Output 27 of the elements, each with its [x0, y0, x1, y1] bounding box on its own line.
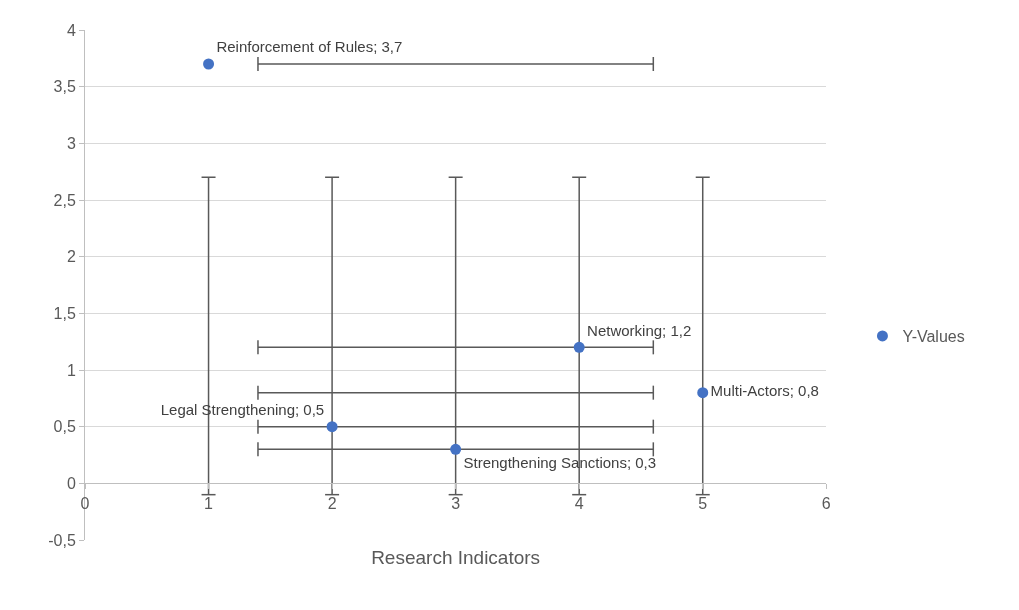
- x-tick-label: 6: [821, 494, 831, 512]
- y-tick-label: 3,5: [53, 78, 76, 96]
- y-tick-label: 3: [66, 134, 76, 152]
- point: [203, 58, 215, 70]
- y-tick-label: 0,5: [53, 418, 76, 436]
- x-tick-label: 1: [204, 494, 214, 512]
- y-tick-label: 1: [66, 361, 76, 379]
- point: [697, 387, 709, 399]
- data-label: Networking; 1,2: [587, 321, 692, 339]
- legend-label: Y-Values: [902, 328, 965, 346]
- x-tick-label: 0: [80, 494, 90, 512]
- point: [450, 443, 462, 455]
- y-tick-label: 4: [66, 21, 76, 39]
- y-tick-label: 2: [66, 248, 76, 266]
- x-tick-label: 5: [698, 494, 708, 512]
- y-tick-label: -0,5: [48, 531, 76, 549]
- x-axis-title: Research Indicators: [371, 547, 541, 569]
- y-tick-label: 0: [66, 474, 76, 492]
- x-tick-label: 3: [451, 494, 461, 512]
- x-tick-label: 2: [327, 494, 337, 512]
- x-tick-label: 4: [574, 494, 584, 512]
- point: [573, 341, 585, 353]
- point: [326, 421, 338, 433]
- data-label: Multi-Actors; 0,8: [710, 382, 819, 400]
- data-label: Reinforcement of Rules; 3,7: [216, 38, 403, 56]
- y-tick-label: 2,5: [53, 191, 76, 209]
- y-tick-label: 1,5: [53, 304, 76, 322]
